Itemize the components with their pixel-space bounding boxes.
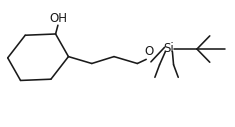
Text: OH: OH — [49, 12, 67, 25]
Text: Si: Si — [164, 42, 174, 55]
Text: O: O — [145, 45, 154, 58]
